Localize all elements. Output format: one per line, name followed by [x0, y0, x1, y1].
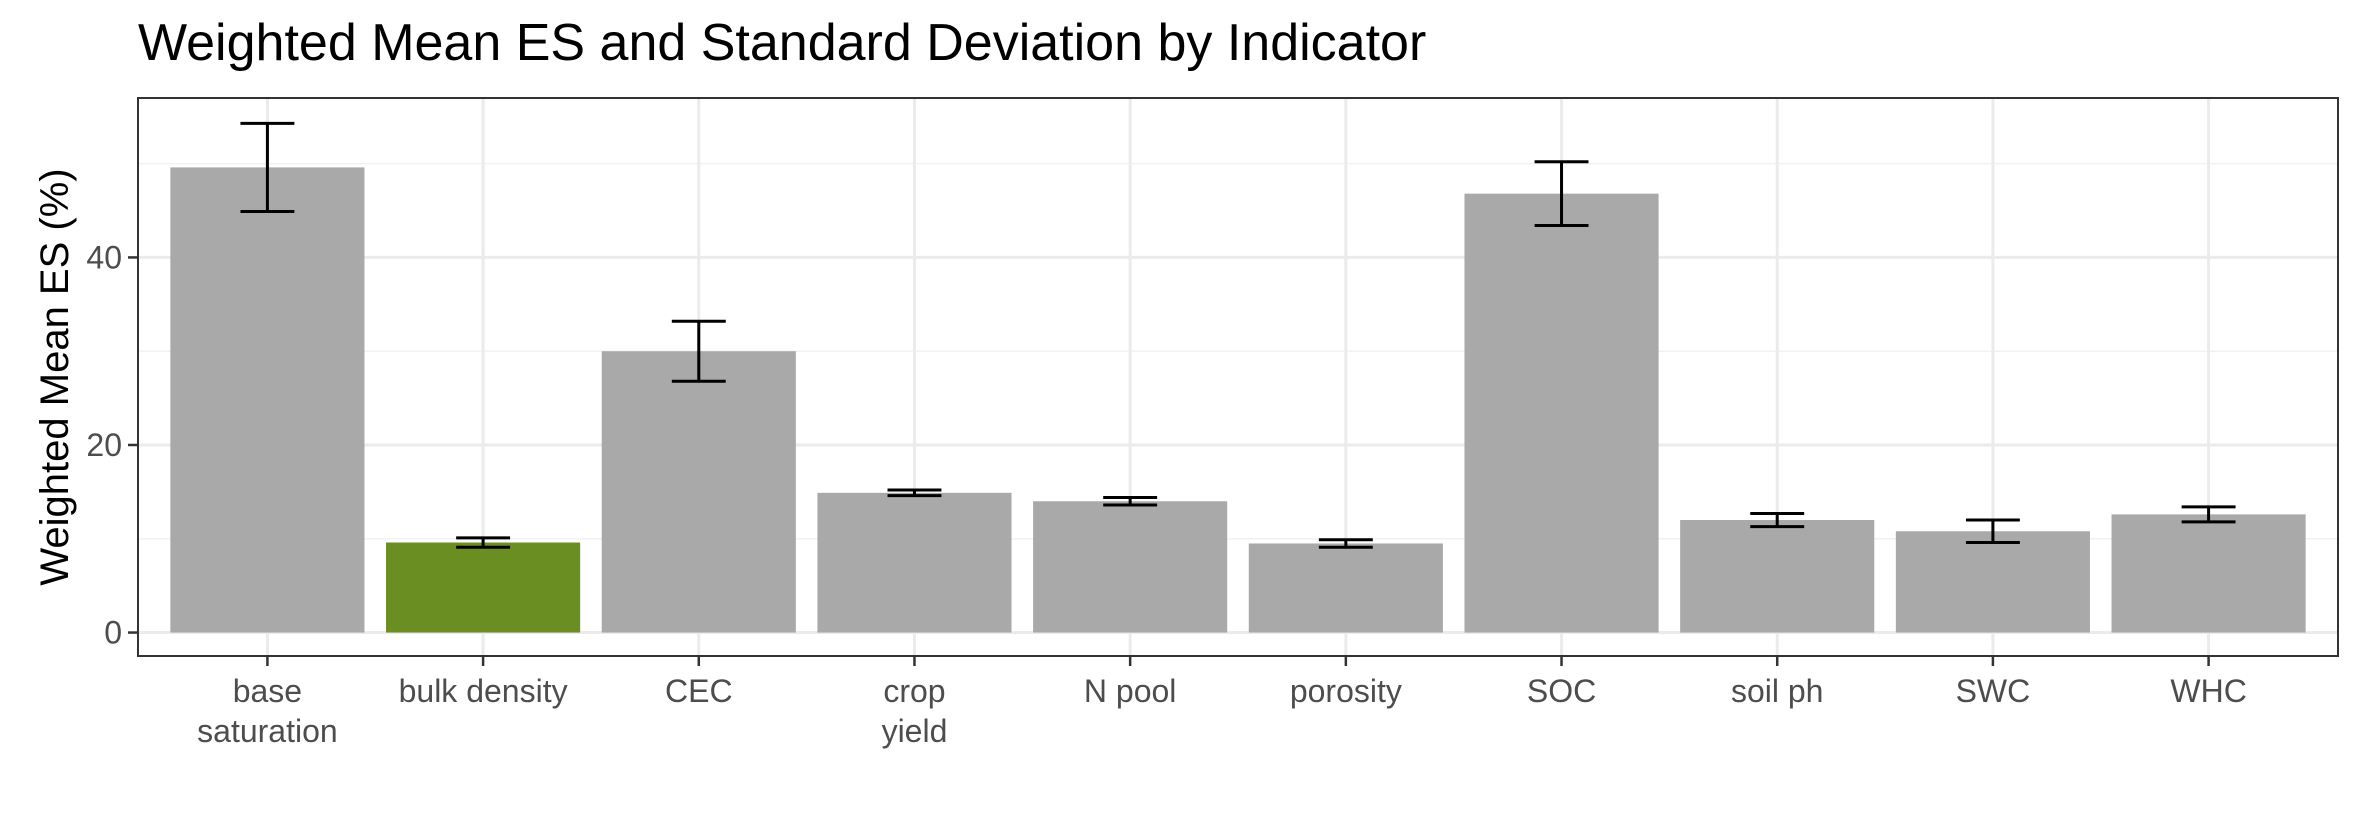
- x-tick-label: base saturation: [197, 673, 338, 749]
- error-bar: [1965, 518, 2020, 545]
- error-bar: [456, 536, 511, 549]
- x-tick-label: CEC: [665, 673, 733, 709]
- error-bar: [2181, 505, 2236, 524]
- bar: [1033, 501, 1228, 633]
- y-tick-label: 40: [86, 239, 122, 275]
- y-axis-title: Weighted Mean ES (%): [33, 168, 77, 585]
- bar: [1895, 531, 2090, 633]
- bar: [2111, 514, 2306, 633]
- y-tick-label: 0: [104, 615, 122, 651]
- chart-title: Weighted Mean ES and Standard Deviation …: [138, 14, 1426, 72]
- bar: [1464, 193, 1659, 633]
- error-bar: [1103, 496, 1158, 507]
- y-tick-label: 20: [86, 427, 122, 463]
- bar: [386, 542, 581, 633]
- bars: [170, 167, 2306, 633]
- bar: [170, 167, 365, 633]
- x-tick-label: bulk density: [399, 673, 568, 709]
- error-bar: [1534, 160, 1589, 228]
- x-tick-label: SWC: [1956, 673, 2031, 709]
- x-axis: base saturation bulk density CEC crop yield N …: [197, 656, 2247, 749]
- plot-panel-border: [137, 97, 2339, 657]
- x-tick-label: soil ph: [1731, 673, 1824, 709]
- error-bar: [671, 319, 726, 383]
- x-tick-label: crop yield: [882, 673, 948, 749]
- x-tick-label: porosity: [1290, 673, 1402, 709]
- error-bar: [1318, 538, 1373, 549]
- bar: [817, 492, 1012, 633]
- y-axis: 0 20 40: [86, 239, 138, 651]
- x-tick-label: N pool: [1084, 673, 1177, 709]
- bar: [1248, 543, 1443, 633]
- bar: [601, 351, 796, 633]
- bar: [1680, 520, 1875, 633]
- x-tick-label: WHC: [2170, 673, 2246, 709]
- error-bar: [240, 121, 295, 213]
- error-bar: [1750, 511, 1805, 529]
- x-tick-label: SOC: [1527, 673, 1596, 709]
- error-bar: [887, 488, 942, 498]
- error-bars: [240, 121, 2236, 549]
